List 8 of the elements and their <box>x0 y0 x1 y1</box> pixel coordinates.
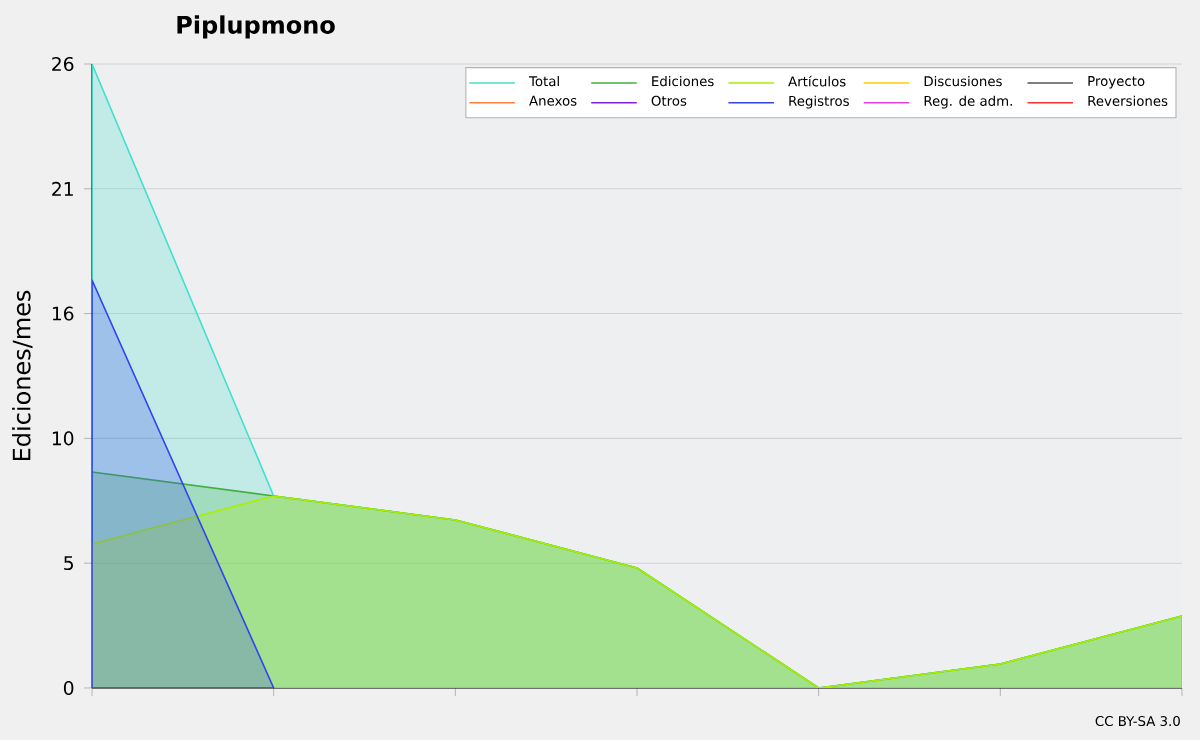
y-tick-label: 21 <box>52 181 73 196</box>
y-tick-label: 16 <box>52 306 74 321</box>
y-axis-title: Ediciones/mes <box>12 290 33 461</box>
y-tick-label: 5 <box>64 556 73 571</box>
y-tick-label: 0 <box>63 680 74 696</box>
chart-title: Piplupmono <box>177 15 335 39</box>
y-tick-label: 26 <box>52 56 74 72</box>
y-tick-label: 10 <box>52 431 74 446</box>
